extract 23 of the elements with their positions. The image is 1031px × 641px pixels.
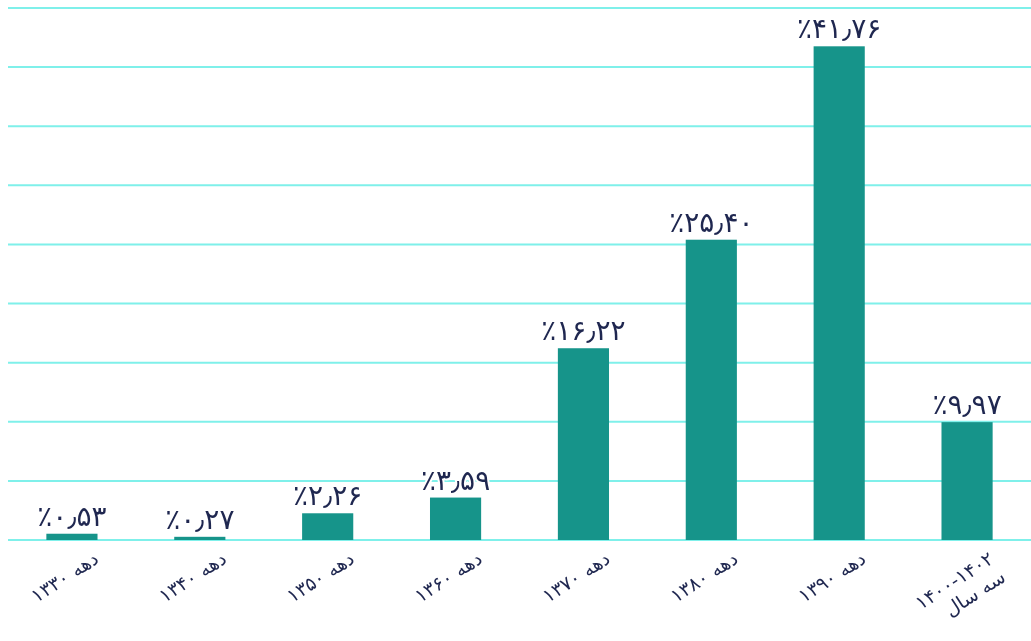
x-tick-label: دهه ۱۳۴۰ <box>154 546 230 607</box>
x-tick-label: ۱۴۰۰-۱۴۰۲ سه سال <box>911 546 1010 621</box>
x-tick-label: دهه ۱۳۸۰ <box>666 546 742 607</box>
data-label: ٪۹٫۹۷ <box>932 388 1002 422</box>
data-label: ٪۴۱٫۷۶ <box>797 12 882 46</box>
data-label: ٪۲٫۲۶ <box>293 479 363 513</box>
bar <box>685 239 737 540</box>
data-label: ٪۲۵٫۴۰ <box>669 205 754 239</box>
x-tick-label: دهه ۱۳۳۰ <box>26 546 103 607</box>
bar <box>174 536 226 540</box>
x-tick-label: دهه ۱۳۹۰ <box>794 546 870 607</box>
x-tick-label: دهه ۱۳۵۰ <box>282 546 358 607</box>
data-label: ٪۱۶٫۲۲ <box>541 314 626 348</box>
bar <box>46 533 98 540</box>
bar <box>429 497 482 540</box>
bar <box>941 422 993 540</box>
bar <box>302 513 354 540</box>
bar <box>557 348 610 540</box>
bar <box>813 46 865 540</box>
x-tick-label: دهه ۱۳۶۰ <box>410 546 486 607</box>
x-tick-label: دهه ۱۳۷۰ <box>538 546 614 607</box>
data-label: ٪۰٫۲۷ <box>165 502 235 536</box>
data-label: ٪۰٫۵۳ <box>37 499 107 533</box>
